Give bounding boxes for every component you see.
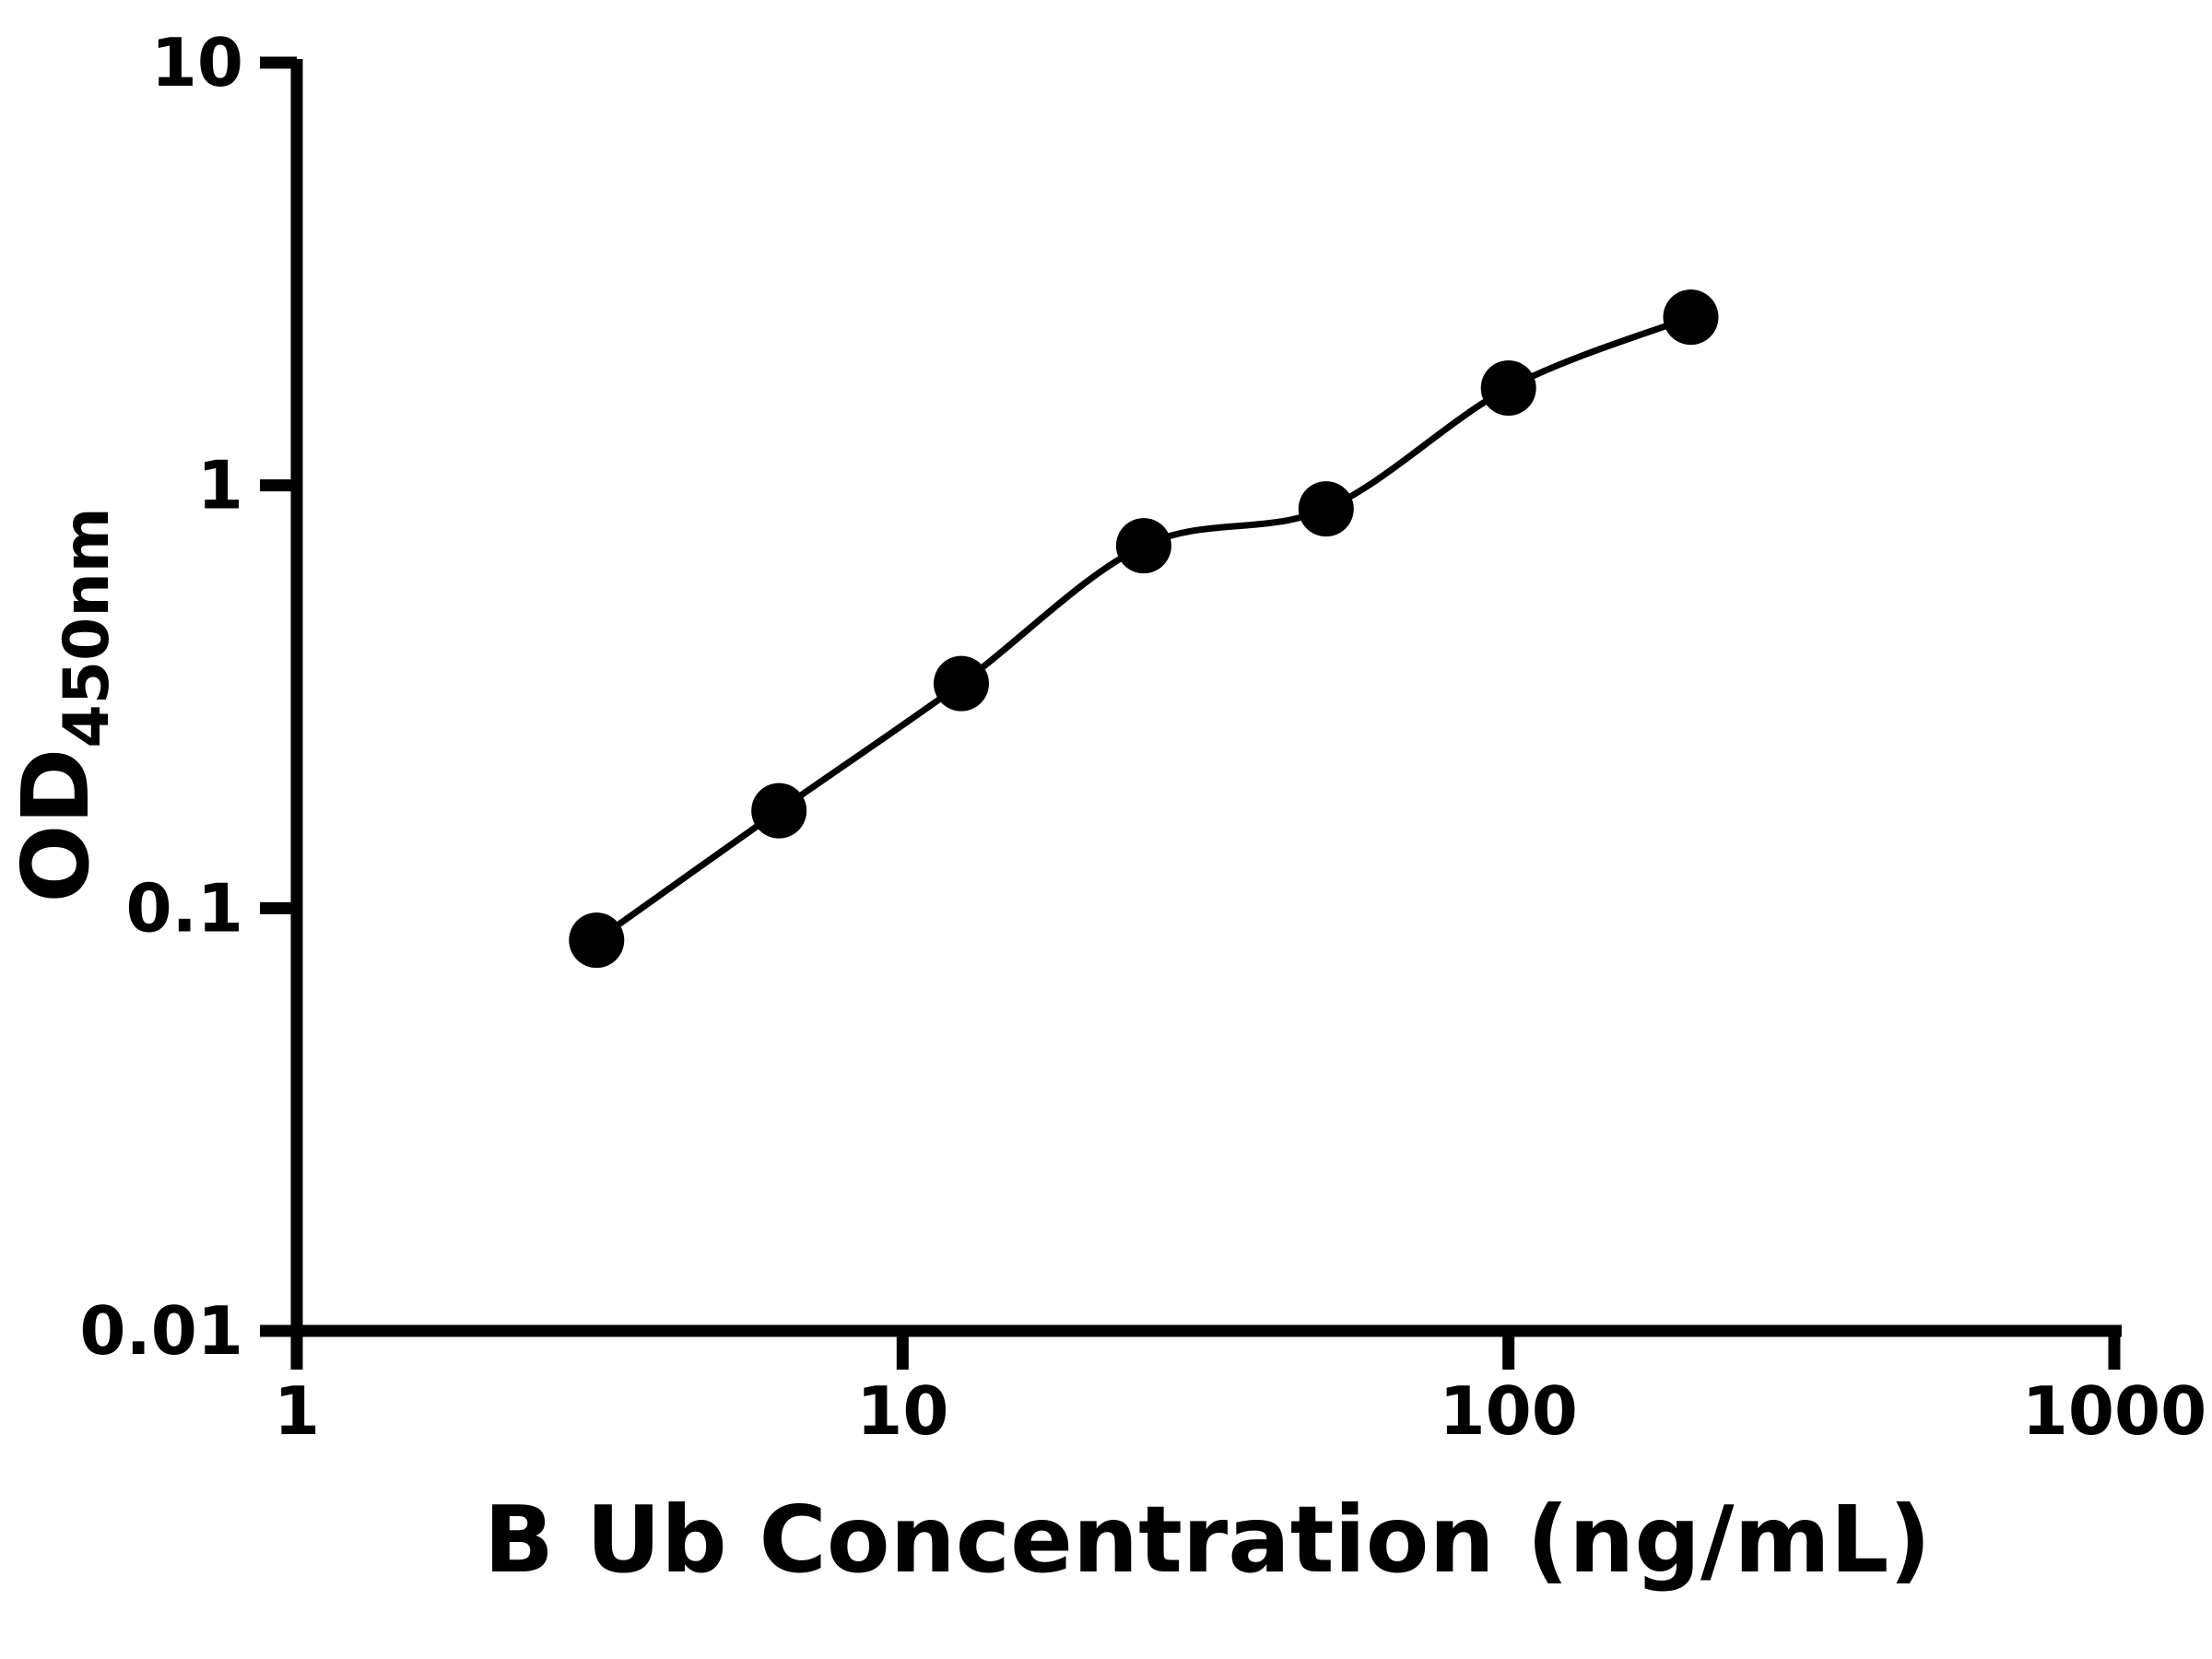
axis-ticks-and-labels: 1 10 100 1000 10 1 0.1 0.01 <box>79 24 2206 1450</box>
x-tick-label: 10 <box>856 1372 948 1450</box>
data-point-marker <box>569 912 625 969</box>
data-point-marker <box>1663 289 1719 346</box>
x-axis-title: B Ub Concentration (ng/mL) <box>484 1486 1931 1594</box>
y-axis-title-main: OD <box>2 748 110 903</box>
data-point-marker <box>751 782 807 839</box>
y-axis-title-subscript: 450nm <box>51 507 124 747</box>
fit-curve <box>594 313 1692 943</box>
axes <box>290 59 2122 1337</box>
y-tick-label: 10 <box>151 24 243 101</box>
data-point-marker <box>1480 360 1536 416</box>
data-point-marker <box>1115 518 1171 574</box>
data-point-marker <box>1298 481 1354 537</box>
x-tick-label: 1000 <box>2022 1372 2206 1450</box>
data-point-marker <box>934 655 989 712</box>
y-tick-label: 1 <box>197 447 243 524</box>
y-axis-title: OD450nm <box>2 507 124 902</box>
x-tick-label: 100 <box>1440 1372 1578 1450</box>
y-tick-label: 0.1 <box>125 869 243 947</box>
x-tick-label: 1 <box>274 1372 320 1450</box>
data-points <box>569 289 1719 969</box>
y-tick-label: 0.01 <box>79 1292 243 1370</box>
